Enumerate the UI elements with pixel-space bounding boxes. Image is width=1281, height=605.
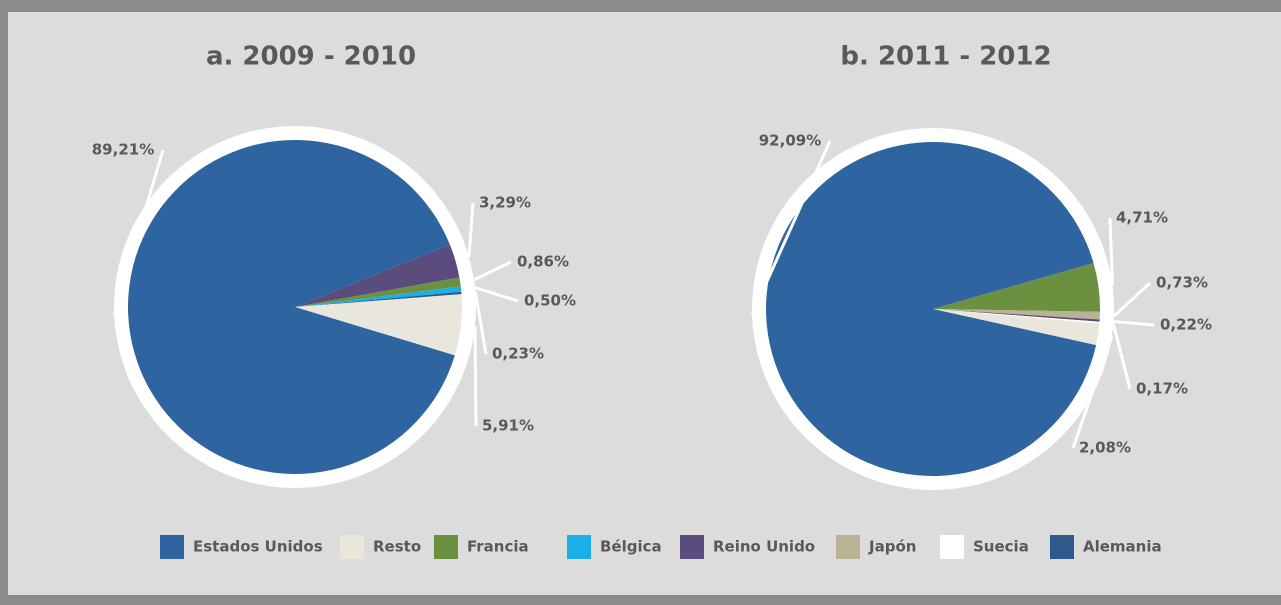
legend-label: Suecia — [973, 538, 1029, 556]
leader-line — [1071, 335, 1114, 449]
data-label: 4,71% — [1116, 209, 1168, 227]
legend-label: Reino Unido — [713, 538, 815, 556]
data-label: 2,08% — [1079, 439, 1131, 457]
pie-slice — [933, 309, 1100, 324]
data-label: 0,23% — [492, 345, 544, 363]
leader-line — [1112, 281, 1152, 318]
pie-slice — [766, 141, 1097, 476]
pie-slice — [933, 309, 1100, 346]
pie-slice — [933, 309, 1100, 320]
leader-line — [473, 291, 488, 355]
leader-line — [473, 326, 478, 427]
pie-slice — [295, 286, 462, 307]
legend-label: Alemania — [1083, 538, 1162, 556]
chart-title: b. 2011 - 2012 — [840, 42, 1051, 72]
legend-label: Resto — [373, 538, 421, 556]
pie-slice — [295, 277, 461, 307]
data-label: 92,09% — [759, 132, 821, 150]
pie-slice — [128, 140, 455, 474]
pie-slice — [933, 262, 1101, 312]
legend-swatch — [940, 535, 964, 559]
leader-line — [750, 140, 832, 316]
pie-slice — [295, 291, 462, 307]
legend-swatch — [160, 535, 184, 559]
legend-label: Estados Unidos — [193, 538, 323, 556]
pie-slice — [295, 244, 460, 307]
data-label: 0,22% — [1160, 316, 1212, 334]
data-label: 0,50% — [524, 292, 576, 310]
leader-line — [467, 202, 475, 257]
legend-swatch — [836, 535, 860, 559]
leader-line — [473, 260, 512, 282]
pie-slice — [933, 309, 1100, 322]
legend-swatch — [680, 535, 704, 559]
leader-line — [1108, 217, 1114, 286]
legend-swatch — [340, 535, 364, 559]
pie-slice — [295, 294, 462, 356]
leader-line — [474, 286, 519, 303]
leader-line — [112, 149, 165, 316]
legend-label: Japón — [868, 538, 916, 556]
legend-label: Francia — [467, 538, 529, 556]
data-label: 5,91% — [482, 417, 534, 435]
data-label: 0,86% — [517, 253, 569, 271]
data-label: 89,21% — [92, 141, 154, 159]
legend-swatch — [434, 535, 458, 559]
legend-label: Bélgica — [600, 538, 662, 556]
legend-swatch — [567, 535, 591, 559]
data-label: 3,29% — [479, 194, 531, 212]
leader-line — [1111, 323, 1132, 390]
data-label: 0,73% — [1156, 274, 1208, 292]
leader-line — [1113, 320, 1155, 327]
chart-title: a. 2009 - 2010 — [206, 42, 416, 72]
legend-swatch — [1050, 535, 1074, 559]
data-label: 0,17% — [1136, 380, 1188, 398]
